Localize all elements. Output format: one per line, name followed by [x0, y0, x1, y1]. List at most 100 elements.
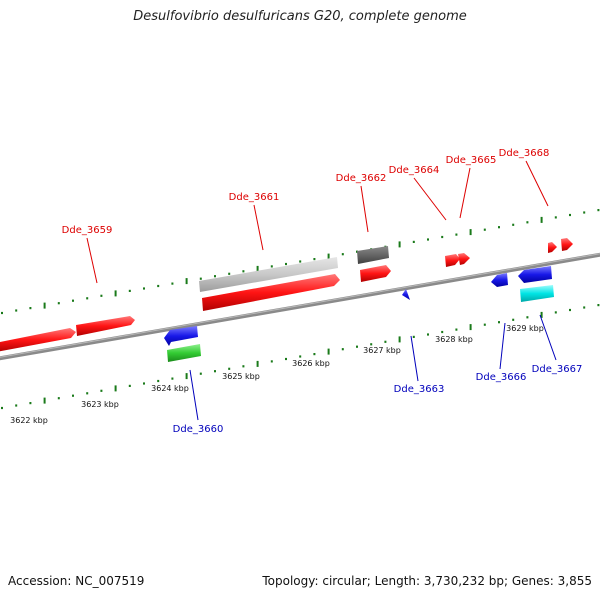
- genome-backbone: [0, 252, 600, 361]
- minor-tick: [143, 287, 145, 290]
- minor-tick: [526, 316, 529, 319]
- cds-feature-dde3667[interactable]: [518, 266, 552, 283]
- minor-tick: [72, 299, 74, 302]
- minor-tick: [128, 289, 131, 292]
- reverse-leader-lines: [189, 314, 557, 421]
- minor-tick: [512, 318, 515, 321]
- kbp-labels: 3622 kbp 3623 kbp 3624 kbp 3625 kbp 3626…: [10, 324, 544, 425]
- minor-tick: [498, 321, 500, 324]
- minor-tick: [569, 308, 571, 312]
- gene-label-dde3664[interactable]: Dde_3664: [389, 165, 440, 176]
- gene-label-dde3661[interactable]: Dde_3661: [229, 192, 280, 203]
- cds-feature-dde3668-b[interactable]: [561, 238, 573, 251]
- gray-feature-dde3661[interactable]: [199, 257, 338, 292]
- major-tick: [43, 302, 46, 309]
- cds-feature-dde3659-a[interactable]: [0, 328, 76, 352]
- gene-label-dde3663[interactable]: Dde_3663: [394, 384, 445, 395]
- minor-tick: [143, 382, 145, 385]
- cds-feature-dde3664[interactable]: [445, 254, 460, 267]
- cds-feature-dde3663[interactable]: [402, 289, 410, 300]
- gene-label-dde3659[interactable]: Dde_3659: [62, 225, 113, 236]
- minor-tick: [498, 226, 500, 229]
- minor-tick: [57, 397, 60, 400]
- major-tick: [540, 216, 543, 223]
- lower-tick-row: [1, 304, 600, 410]
- gene-label-dde3667[interactable]: Dde_3667: [532, 364, 583, 375]
- minor-tick: [242, 270, 245, 273]
- minor-tick: [299, 355, 302, 358]
- minor-tick: [100, 294, 103, 297]
- minor-tick: [526, 221, 529, 224]
- major-tick: [398, 336, 401, 343]
- minor-tick: [412, 240, 415, 243]
- minor-tick: [157, 379, 160, 383]
- major-tick: [256, 360, 259, 367]
- minor-tick: [199, 372, 202, 375]
- gene-label-dde3668[interactable]: Dde_3668: [499, 148, 550, 159]
- kbp-label: 3625 kbp: [222, 372, 260, 381]
- minor-tick: [214, 370, 216, 373]
- minor-tick: [569, 213, 571, 217]
- gene-label-dde3662[interactable]: Dde_3662: [336, 173, 387, 184]
- minor-tick: [384, 340, 387, 343]
- kbp-label: 3626 kbp: [292, 359, 330, 368]
- accession-text: Accession: NC_007519: [8, 574, 145, 588]
- cds-feature-dde3659-b[interactable]: [76, 316, 135, 336]
- kbp-label: 3628 kbp: [435, 335, 473, 344]
- minor-tick: [356, 250, 358, 253]
- reverse-gene-labels: Dde_3660 Dde_3663 Dde_3666 Dde_3667: [173, 364, 583, 435]
- minor-tick: [341, 253, 344, 256]
- reverse-features: [164, 266, 554, 362]
- minor-tick: [455, 328, 458, 331]
- major-tick: [540, 311, 543, 318]
- minor-tick: [583, 306, 586, 309]
- dark-feature-dde3662[interactable]: [357, 246, 389, 264]
- minor-tick: [483, 323, 486, 326]
- minor-tick: [29, 307, 32, 310]
- genome-summary-text: Topology: circular; Length: 3,730,232 bp…: [262, 574, 592, 588]
- kbp-label: 3627 kbp: [363, 346, 401, 355]
- minor-tick: [214, 275, 216, 278]
- minor-tick: [57, 302, 60, 305]
- cds-feature-dde3661[interactable]: [202, 274, 340, 311]
- minor-tick: [1, 406, 3, 410]
- minor-tick: [554, 216, 557, 219]
- minor-tick: [313, 258, 316, 261]
- minor-tick: [1, 311, 3, 315]
- major-tick: [43, 397, 46, 404]
- major-tick: [256, 265, 259, 272]
- minor-tick: [199, 277, 202, 280]
- cds-feature-dde3662[interactable]: [360, 265, 391, 282]
- major-tick: [114, 290, 117, 297]
- gene-label-dde3660[interactable]: Dde_3660: [173, 424, 224, 435]
- minor-tick: [29, 402, 32, 405]
- major-tick: [398, 241, 401, 248]
- green-feature-dde3660[interactable]: [167, 344, 201, 362]
- major-tick: [327, 348, 330, 355]
- gene-label-dde3666[interactable]: Dde_3666: [476, 372, 527, 383]
- minor-tick: [455, 233, 458, 236]
- cds-feature-dde3668-a[interactable]: [548, 242, 557, 253]
- minor-tick: [242, 365, 245, 368]
- minor-tick: [597, 209, 600, 212]
- minor-tick: [285, 262, 287, 266]
- gene-label-dde3665[interactable]: Dde_3665: [446, 155, 497, 166]
- minor-tick: [157, 284, 160, 288]
- minor-tick: [583, 211, 586, 214]
- minor-tick: [270, 360, 273, 363]
- cds-feature-dde3665[interactable]: [458, 253, 470, 265]
- minor-tick: [356, 345, 358, 348]
- minor-tick: [72, 394, 74, 397]
- cyan-feature-dde3667[interactable]: [520, 285, 554, 302]
- minor-tick: [597, 304, 600, 307]
- cds-feature-dde3660[interactable]: [164, 326, 198, 346]
- minor-tick: [171, 377, 174, 380]
- minor-tick: [228, 272, 231, 275]
- minor-tick: [15, 309, 18, 312]
- kbp-label: 3624 kbp: [151, 384, 189, 393]
- minor-tick: [554, 311, 557, 314]
- cds-feature-dde3666[interactable]: [491, 273, 508, 287]
- kbp-label: 3622 kbp: [10, 416, 48, 425]
- minor-tick: [341, 348, 344, 351]
